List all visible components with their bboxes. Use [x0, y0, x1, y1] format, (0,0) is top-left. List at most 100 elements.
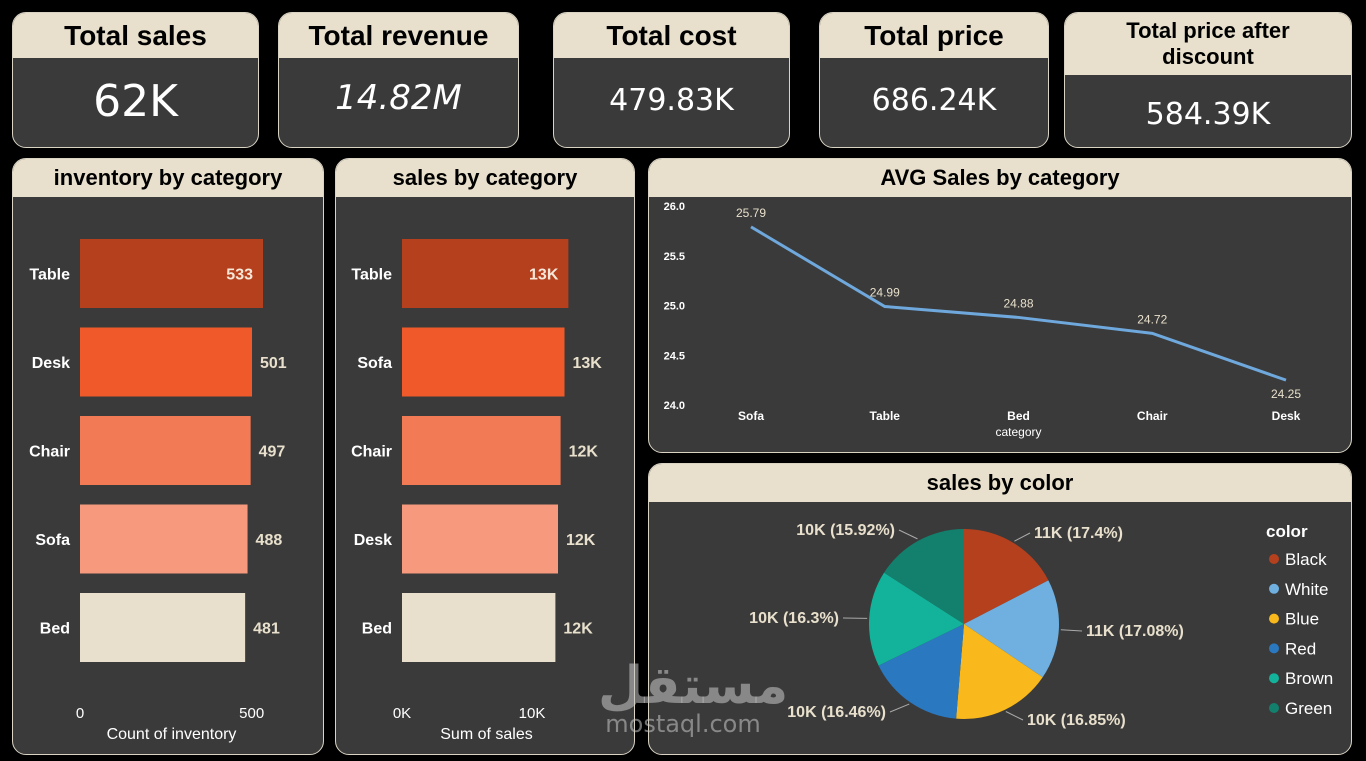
- category-label: Table: [29, 267, 70, 284]
- data-label: 12K: [566, 532, 596, 549]
- pie-slice[interactable]: [956, 624, 1043, 719]
- y-tick-label: 24.5: [664, 350, 685, 362]
- series-line[interactable]: [750, 225, 1287, 382]
- bar[interactable]: [402, 504, 558, 574]
- kpi-card-total-price-after-discount: Total price after discount 584.39K: [1064, 12, 1352, 148]
- x-tick-label: 10K: [519, 705, 546, 722]
- legend-marker: [1269, 673, 1279, 684]
- pie-slice[interactable]: [884, 529, 964, 624]
- data-label: 533: [226, 267, 253, 284]
- pie-slice[interactable]: [869, 572, 964, 666]
- avg-sales-line-chart: 24.0 24.5 25.0 25.5 26.0 Sofa 25.79 Table 24.99 B…: [664, 201, 1302, 439]
- kpi-value: 686.24K: [871, 83, 997, 118]
- chart-title: inventory by category: [13, 159, 323, 197]
- kpi-title: Total sales: [13, 13, 258, 58]
- data-label: 497: [259, 444, 286, 461]
- bar[interactable]: [80, 239, 263, 308]
- x-tick-label: 0K: [393, 705, 411, 722]
- legend-marker: [1269, 554, 1279, 564]
- data-label: 24.88: [1003, 296, 1033, 310]
- data-label: 501: [260, 355, 287, 372]
- x-tick-label: Chair: [1137, 409, 1168, 423]
- y-tick-label: 25.0: [664, 301, 685, 313]
- kpi-card-total-sales: Total sales 62K: [12, 12, 259, 148]
- pie-slice[interactable]: [964, 529, 1049, 624]
- bar[interactable]: [80, 593, 246, 662]
- category-label: Chair: [351, 444, 392, 461]
- leader-line: [1060, 629, 1083, 632]
- category-label: Bed: [40, 621, 70, 638]
- data-label: 11K (17.08%): [1086, 623, 1184, 640]
- pie-slice[interactable]: [878, 624, 964, 719]
- data-label: 10K (16.3%): [749, 610, 839, 627]
- data-label: 11K (17.4%): [1034, 525, 1123, 542]
- x-tick-label: Table: [870, 409, 901, 423]
- legend-item[interactable]: Blue: [1285, 610, 1319, 629]
- kpi-value: 62K: [93, 76, 178, 127]
- data-label: 488: [256, 532, 283, 549]
- kpi-card-total-price: Total price 686.24K: [819, 12, 1049, 148]
- chart-title: AVG Sales by category: [649, 159, 1351, 197]
- legend-marker: [1269, 643, 1279, 654]
- x-axis-title: Sum of sales: [440, 726, 532, 743]
- bar[interactable]: [402, 416, 561, 485]
- legend-marker: [1269, 583, 1279, 594]
- kpi-title: Total price after discount: [1065, 13, 1351, 75]
- y-tick-label: 24.0: [664, 400, 685, 412]
- x-tick-label: Desk: [1272, 409, 1301, 423]
- x-axis-title: category: [995, 425, 1041, 439]
- leader-line: [1014, 532, 1031, 542]
- data-label: 24.72: [1137, 312, 1167, 326]
- leader-line: [889, 703, 910, 713]
- kpi-card-total-cost: Total cost 479.83K: [553, 12, 790, 148]
- sales-by-color-panel: sales by color 11K (17.4%) 11K (17.08%) 10…: [648, 463, 1352, 755]
- kpi-value: 479.83K: [609, 83, 734, 118]
- kpi-value: 584.39K: [1145, 97, 1271, 132]
- y-tick-label: 26.0: [664, 201, 685, 213]
- legend-item[interactable]: Brown: [1285, 669, 1333, 688]
- data-label: 13K: [529, 267, 559, 284]
- bar[interactable]: [402, 327, 565, 397]
- category-label: Sofa: [35, 532, 70, 549]
- x-tick-label: Sofa: [738, 409, 764, 423]
- kpi-title: Total cost: [554, 13, 789, 58]
- data-label: 10K (16.85%): [1027, 712, 1126, 729]
- inventory-bar-chart: Table 533 Desk 501 Chair 497 Sofa 488 Bed 481 0 500…: [29, 239, 287, 743]
- category-label: Desk: [32, 355, 70, 372]
- leader-line: [898, 529, 918, 540]
- data-label: 481: [253, 621, 280, 638]
- data-label: 24.25: [1271, 387, 1301, 401]
- data-label: 12K: [569, 444, 599, 461]
- legend-title: color: [1266, 522, 1308, 541]
- kpi-value: 14.82M: [335, 78, 462, 118]
- bar[interactable]: [80, 504, 248, 574]
- legend-item[interactable]: Black: [1285, 550, 1327, 569]
- leader-line: [1005, 711, 1024, 721]
- data-label: 13K: [573, 355, 603, 372]
- category-label: Desk: [354, 532, 392, 549]
- category-label: Chair: [29, 444, 70, 461]
- data-label: 10K (16.46%): [787, 704, 886, 721]
- chart-title: sales by color: [649, 464, 1351, 502]
- legend-marker: [1269, 613, 1279, 624]
- inventory-by-category-panel: inventory by category Table 533 Desk 501 Cha…: [12, 158, 324, 755]
- bar[interactable]: [80, 327, 253, 397]
- pie-slice[interactable]: [964, 580, 1059, 678]
- legend-item[interactable]: Green: [1285, 699, 1332, 718]
- legend-marker: [1269, 703, 1279, 713]
- category-label: Sofa: [357, 355, 392, 372]
- kpi-title: Total price: [820, 13, 1048, 58]
- kpi-card-total-revenue: Total revenue 14.82M: [278, 12, 519, 148]
- data-label: 10K (15.92%): [796, 522, 895, 539]
- sales-by-category-panel: sales by category Table 13K Sofa 13K Chair 12…: [335, 158, 635, 755]
- legend-item[interactable]: Red: [1285, 639, 1316, 658]
- x-tick-label: Bed: [1007, 409, 1030, 423]
- category-label: Bed: [362, 621, 392, 638]
- legend-item[interactable]: White: [1285, 580, 1328, 599]
- avg-sales-by-category-panel: AVG Sales by category 24.0 24.5 25.0 25.5 26…: [648, 158, 1352, 453]
- bar[interactable]: [402, 239, 569, 308]
- data-label: 24.99: [870, 285, 900, 299]
- bar[interactable]: [402, 593, 556, 662]
- x-axis-title: Count of inventory: [107, 726, 237, 743]
- bar[interactable]: [80, 416, 251, 485]
